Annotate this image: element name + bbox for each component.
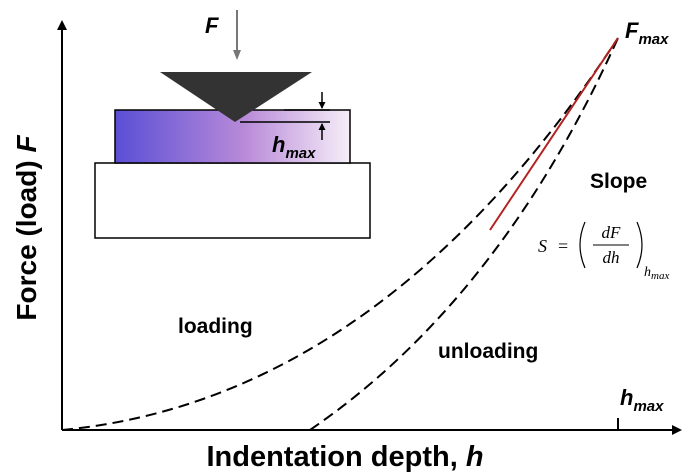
slope-title: Slope [590, 170, 647, 193]
formula-numerator: dF [602, 223, 622, 242]
inset-depth-sub: max [285, 145, 316, 162]
formula-paren-right [637, 222, 642, 268]
x-marker-sub: max [633, 398, 664, 415]
loading-label: loading [178, 315, 253, 338]
y-label-variable: F [11, 135, 42, 153]
formula-paren-left [580, 222, 585, 268]
inset-force-label: F [205, 13, 219, 38]
slope-formula: S = dF dh hmax [538, 222, 669, 282]
x-marker-label: hmax [620, 385, 664, 415]
x-label-text: Indentation depth, [206, 441, 465, 473]
x-label-variable: h [466, 441, 484, 473]
diagram: Force (load) F Indentation depth, h hmax… [0, 0, 691, 474]
formula-sub-max: max [651, 270, 669, 282]
peak-label: Fmax [625, 18, 669, 48]
formula-sub-var: h [644, 265, 651, 280]
y-axis-label: Force (load) F [11, 135, 42, 321]
y-label-text: Force (load) [11, 153, 42, 321]
x-marker-var: h [620, 385, 633, 410]
peak-sub: max [638, 31, 669, 48]
x-axis-label: Indentation depth, h [206, 441, 483, 473]
formula-denominator: dh [603, 248, 620, 267]
inset-depth-var: h [272, 132, 285, 157]
slope-tangent [490, 38, 618, 230]
peak-var: F [625, 18, 639, 43]
page: Force (load) F Indentation depth, h hmax… [0, 0, 691, 474]
formula-lhs: S [538, 236, 547, 256]
unloading-label: unloading [438, 340, 538, 363]
formula-subscript: hmax [644, 265, 669, 282]
formula-eq: = [558, 236, 568, 256]
inset-base [95, 163, 370, 238]
